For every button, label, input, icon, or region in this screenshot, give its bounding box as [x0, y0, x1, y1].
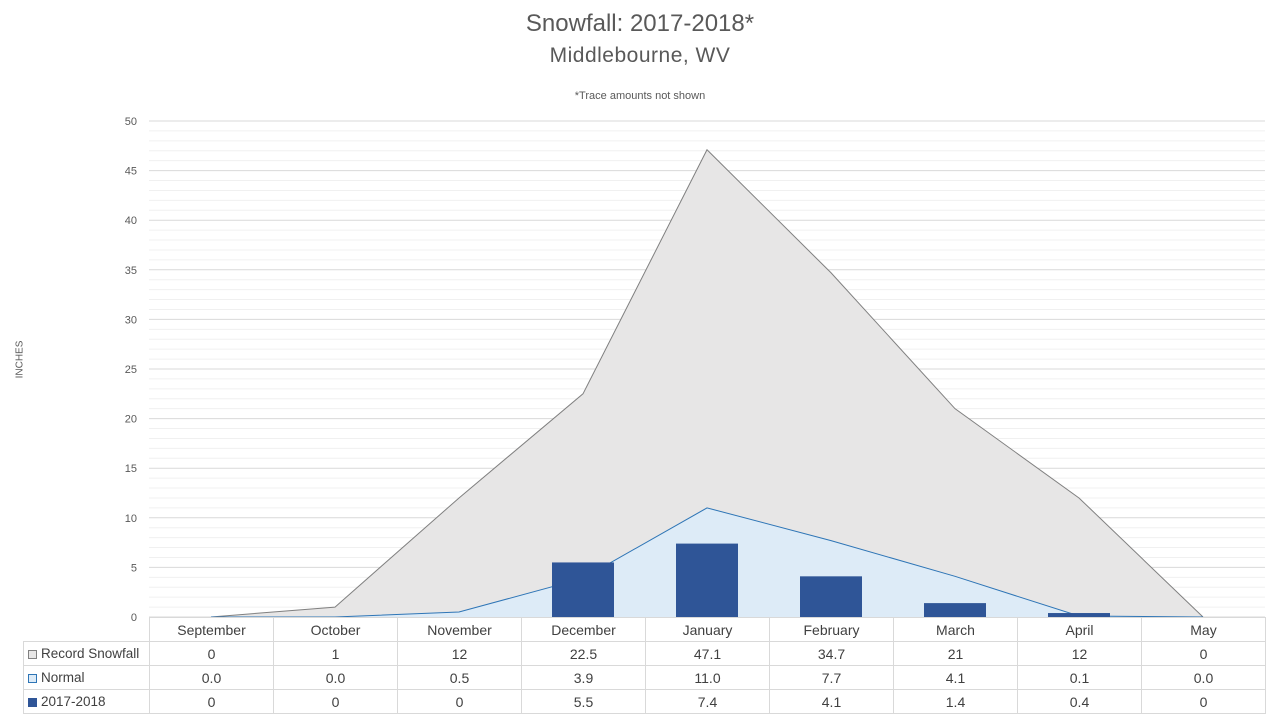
- data-value-cell: 0: [1141, 641, 1266, 666]
- data-value-cell: 5.5: [521, 689, 646, 714]
- y-tick-label: 20: [125, 414, 137, 426]
- y-tick-label: 0: [131, 612, 137, 624]
- bar-april: [1048, 613, 1110, 617]
- data-value-cell: 0.1: [1017, 665, 1142, 690]
- data-value-cell: 0: [273, 689, 398, 714]
- data-value-cell: 1: [273, 641, 398, 666]
- series-name: Record Snowfall: [41, 646, 140, 661]
- y-tick-label: 15: [125, 463, 137, 475]
- y-tick-label: 10: [125, 513, 137, 525]
- bar-february: [800, 576, 862, 617]
- data-value-cell: 0: [397, 689, 522, 714]
- bar-march: [924, 603, 986, 617]
- y-tick-label: 30: [125, 314, 137, 326]
- data-value-cell: 4.1: [893, 665, 1018, 690]
- data-value-cell: 12: [1017, 641, 1142, 666]
- y-tick-labels: 0 5 10 15 20 25 30 35 40 45 50: [125, 116, 137, 624]
- data-table-header-row: September October November December January F…: [24, 617, 1266, 642]
- data-value-cell: 4.1: [769, 689, 894, 714]
- data-value-cell: 22.5: [521, 641, 646, 666]
- chart-subtitle: Middlebourne, WV: [549, 44, 731, 67]
- data-value-cell: 0: [149, 641, 274, 666]
- y-tick-label: 35: [125, 265, 137, 277]
- chart-title: Snowfall: 2017-2018*: [525, 10, 755, 37]
- data-table-corner: [24, 618, 150, 642]
- category-label: November: [397, 617, 522, 642]
- data-value-cell: 7.4: [645, 689, 770, 714]
- bar-january: [676, 543, 738, 617]
- category-label: February: [769, 617, 894, 642]
- data-table-row: 2017-2018 0 0 0 5.5 7.4 4.1 1.4 0.4 0: [23, 689, 1266, 714]
- data-table: September October November December January F…: [23, 617, 1266, 714]
- data-value-cell: 34.7: [769, 641, 894, 666]
- y-tick-label: 25: [125, 364, 137, 376]
- category-label: October: [273, 617, 398, 642]
- series-legend-entry: 2017-2018: [23, 689, 150, 714]
- data-value-cell: 1.4: [893, 689, 1018, 714]
- data-value-cell: 3.9: [521, 665, 646, 690]
- area-record-snowfall: [211, 149, 1203, 617]
- series-name: 2017-2018: [41, 694, 106, 709]
- data-value-cell: 0.0: [149, 665, 274, 690]
- category-label: March: [893, 617, 1018, 642]
- legend-swatch-icon: [28, 650, 37, 659]
- y-tick-label: 50: [125, 116, 137, 128]
- data-value-cell: 7.7: [769, 665, 894, 690]
- y-tick-label: 45: [125, 166, 137, 178]
- series-legend-entry: Normal: [23, 665, 150, 690]
- data-value-cell: 0: [149, 689, 274, 714]
- data-value-cell: 12: [397, 641, 522, 666]
- area-edge-record-snowfall: [210, 148, 1204, 618]
- y-tick-label: 5: [131, 562, 137, 574]
- series-legend-entry: Record Snowfall: [23, 641, 150, 666]
- data-table-row: Normal 0.0 0.0 0.5 3.9 11.0 7.7 4.1 0.1 0.0: [23, 665, 1266, 690]
- legend-swatch-icon: [28, 698, 37, 707]
- data-value-cell: 0: [1141, 689, 1266, 714]
- legend-swatch-icon: [28, 674, 37, 683]
- data-value-cell: 47.1: [645, 641, 770, 666]
- data-value-cell: 21: [893, 641, 1018, 666]
- data-value-cell: 0.4: [1017, 689, 1142, 714]
- chart-note: *Trace amounts not shown: [574, 90, 706, 102]
- category-label: September: [149, 617, 274, 642]
- area-edge-normal: [211, 507, 1204, 618]
- category-label: December: [521, 617, 646, 642]
- bar-series: [552, 543, 1110, 617]
- category-label: May: [1141, 617, 1266, 642]
- data-value-cell: 0.0: [273, 665, 398, 690]
- data-value-cell: 0.0: [1141, 665, 1266, 690]
- data-value-cell: 0.5: [397, 665, 522, 690]
- bar-december: [552, 562, 614, 617]
- data-value-cell: 11.0: [645, 665, 770, 690]
- category-label: January: [645, 617, 770, 642]
- category-label: April: [1017, 617, 1142, 642]
- data-table-row: Record Snowfall 0 1 12 22.5 47.1 34.7 21 12 0: [23, 641, 1266, 666]
- y-tick-label: 40: [125, 215, 137, 227]
- series-name: Normal: [41, 670, 85, 685]
